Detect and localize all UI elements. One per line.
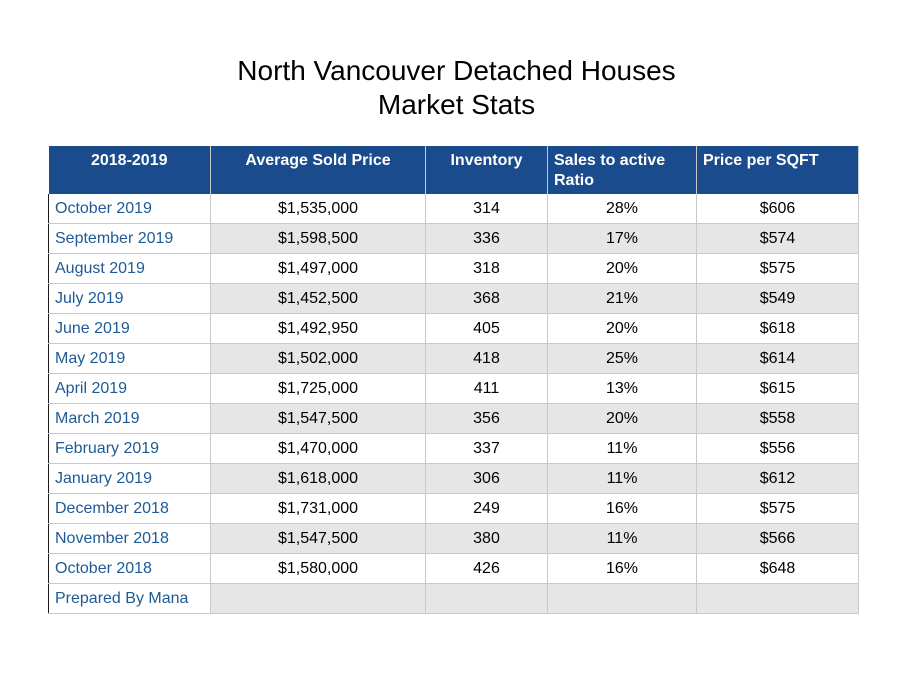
table-row: March 2019 $1,547,500 356 20% $558	[48, 403, 859, 434]
period-cell: August 2019	[48, 253, 211, 284]
period-cell: October 2019	[48, 194, 211, 224]
inventory-cell	[425, 583, 548, 614]
market-stats-table: 2018-2019 Average Sold Price Inventory S…	[48, 146, 859, 614]
table-row: February 2019 $1,470,000 337 11% $556	[48, 433, 859, 464]
period-cell: April 2019	[48, 373, 211, 404]
price-per-sqft-cell: $575	[696, 493, 859, 524]
table-row: April 2019 $1,725,000 411 13% $615	[48, 373, 859, 404]
sales-ratio-cell: 25%	[547, 343, 697, 374]
column-header-sales-ratio: Sales to active Ratio	[547, 146, 697, 194]
inventory-cell: 405	[425, 313, 548, 344]
period-cell: January 2019	[48, 463, 211, 494]
table-body: October 2019 $1,535,000 314 28% $606 Septembe…	[48, 194, 859, 614]
sales-ratio-cell: 17%	[547, 223, 697, 254]
price-per-sqft-cell: $618	[696, 313, 859, 344]
price-per-sqft-cell: $566	[696, 523, 859, 554]
price-per-sqft-cell: $574	[696, 223, 859, 254]
inventory-cell: 336	[425, 223, 548, 254]
average-sold-price-cell: $1,731,000	[210, 493, 426, 524]
column-header-average-sold-price: Average Sold Price	[210, 146, 426, 194]
sales-ratio-cell: 28%	[547, 194, 697, 224]
price-per-sqft-cell: $648	[696, 553, 859, 584]
inventory-cell: 337	[425, 433, 548, 464]
sales-ratio-cell: 20%	[547, 403, 697, 434]
sales-ratio-cell: 16%	[547, 553, 697, 584]
title-line-1: North Vancouver Detached Houses	[237, 55, 676, 86]
sales-ratio-cell: 11%	[547, 523, 697, 554]
inventory-cell: 306	[425, 463, 548, 494]
period-cell: March 2019	[48, 403, 211, 434]
table-row: January 2019 $1,618,000 306 11% $612	[48, 463, 859, 494]
sales-ratio-cell: 20%	[547, 253, 697, 284]
period-cell: October 2018	[48, 553, 211, 584]
price-per-sqft-cell: $575	[696, 253, 859, 284]
price-per-sqft-cell: $614	[696, 343, 859, 374]
inventory-cell: 426	[425, 553, 548, 584]
chart-title: North Vancouver Detached Houses Market S…	[0, 54, 913, 122]
average-sold-price-cell: $1,497,000	[210, 253, 426, 284]
table-row: Prepared By Mana	[48, 583, 859, 614]
period-cell: December 2018	[48, 493, 211, 524]
table-row: September 2019 $1,598,500 336 17% $574	[48, 223, 859, 254]
average-sold-price-cell	[210, 583, 426, 614]
price-per-sqft-cell: $612	[696, 463, 859, 494]
inventory-cell: 356	[425, 403, 548, 434]
sales-ratio-cell: 16%	[547, 493, 697, 524]
inventory-cell: 380	[425, 523, 548, 554]
average-sold-price-cell: $1,535,000	[210, 194, 426, 224]
header-row: 2018-2019 Average Sold Price Inventory S…	[48, 146, 859, 194]
average-sold-price-cell: $1,618,000	[210, 463, 426, 494]
average-sold-price-cell: $1,492,950	[210, 313, 426, 344]
inventory-cell: 368	[425, 283, 548, 314]
price-per-sqft-cell: $606	[696, 194, 859, 224]
price-per-sqft-cell	[696, 583, 859, 614]
column-header-inventory: Inventory	[425, 146, 548, 194]
period-cell: Prepared By Mana	[48, 583, 211, 614]
period-cell: July 2019	[48, 283, 211, 314]
table-row: July 2019 $1,452,500 368 21% $549	[48, 283, 859, 314]
inventory-cell: 249	[425, 493, 548, 524]
inventory-cell: 418	[425, 343, 548, 374]
average-sold-price-cell: $1,725,000	[210, 373, 426, 404]
average-sold-price-cell: $1,598,500	[210, 223, 426, 254]
table-row: December 2018 $1,731,000 249 16% $575	[48, 493, 859, 524]
period-cell: November 2018	[48, 523, 211, 554]
table-row: August 2019 $1,497,000 318 20% $575	[48, 253, 859, 284]
table-row: October 2018 $1,580,000 426 16% $648	[48, 553, 859, 584]
period-cell: June 2019	[48, 313, 211, 344]
inventory-cell: 314	[425, 194, 548, 224]
table-row: June 2019 $1,492,950 405 20% $618	[48, 313, 859, 344]
sales-ratio-cell: 21%	[547, 283, 697, 314]
sales-ratio-cell: 20%	[547, 313, 697, 344]
table-row: November 2018 $1,547,500 380 11% $566	[48, 523, 859, 554]
table-row: October 2019 $1,535,000 314 28% $606	[48, 194, 859, 224]
period-cell: February 2019	[48, 433, 211, 464]
column-header-period: 2018-2019	[48, 146, 211, 194]
period-cell: September 2019	[48, 223, 211, 254]
inventory-cell: 411	[425, 373, 548, 404]
sales-ratio-cell: 11%	[547, 463, 697, 494]
sales-ratio-cell: 13%	[547, 373, 697, 404]
sales-ratio-cell: 11%	[547, 433, 697, 464]
average-sold-price-cell: $1,470,000	[210, 433, 426, 464]
price-per-sqft-cell: $615	[696, 373, 859, 404]
price-per-sqft-cell: $549	[696, 283, 859, 314]
inventory-cell: 318	[425, 253, 548, 284]
average-sold-price-cell: $1,502,000	[210, 343, 426, 374]
average-sold-price-cell: $1,547,500	[210, 523, 426, 554]
title-line-2: Market Stats	[377, 89, 536, 120]
period-cell: May 2019	[48, 343, 211, 374]
table-row: May 2019 $1,502,000 418 25% $614	[48, 343, 859, 374]
price-per-sqft-cell: $558	[696, 403, 859, 434]
average-sold-price-cell: $1,547,500	[210, 403, 426, 434]
average-sold-price-cell: $1,580,000	[210, 553, 426, 584]
average-sold-price-cell: $1,452,500	[210, 283, 426, 314]
price-per-sqft-cell: $556	[696, 433, 859, 464]
column-header-price-per-sqft: Price per SQFT	[696, 146, 859, 194]
sales-ratio-cell	[547, 583, 697, 614]
